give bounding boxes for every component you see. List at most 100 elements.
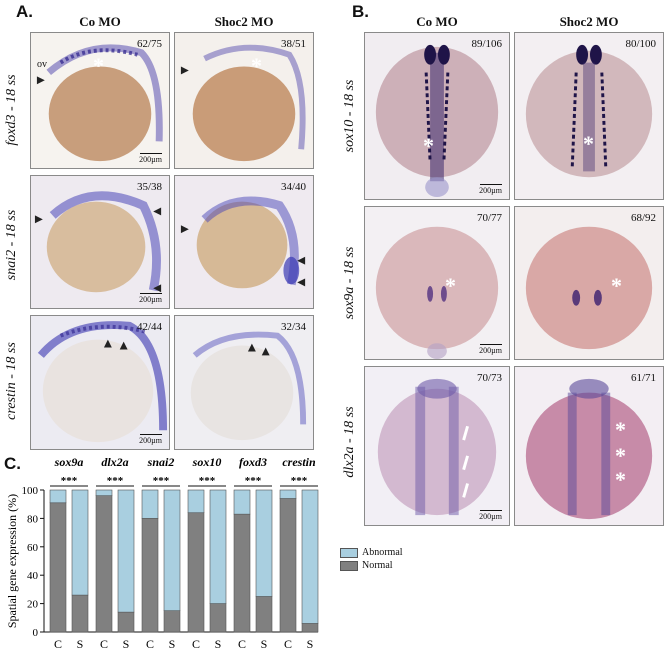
significance-mark: *** (199, 475, 216, 487)
image-snai2-co: 35/38 200µm (30, 175, 170, 309)
legend-swatch-normal (340, 560, 358, 571)
y-tick-label: 80 (27, 513, 39, 525)
bar-normal (71, 594, 89, 633)
legend-label-abnormal: Abnormal (362, 547, 403, 558)
image-foxd3-co: ov 62/75 * 200µm (30, 32, 170, 169)
significance-mark: *** (107, 475, 124, 487)
image-sox9a-co: 70/77 * 200µm (364, 206, 510, 360)
ratio-foxd3-shoc2: 38/51 (280, 38, 306, 50)
image-crestin-shoc2: 32/34 (174, 315, 314, 450)
bar-abnormal (279, 489, 297, 499)
bar-normal (255, 596, 273, 633)
significance-mark: *** (245, 475, 262, 487)
scale-bar: 200µm (479, 344, 502, 355)
panel-b-col-co: Co MO (416, 14, 458, 29)
y-tick-label: 60 (27, 542, 39, 554)
scale-bar: 200µm (139, 153, 162, 164)
image-dlx2a-shoc2: 61/71 * * * (514, 366, 664, 526)
bar-label: C (146, 637, 154, 651)
bar-abnormal (163, 489, 181, 611)
legend-swatch-abnormal (340, 547, 358, 558)
bar-abnormal (209, 489, 227, 604)
bar-label: S (77, 637, 84, 651)
ratio-sox10-co: 89/106 (471, 38, 502, 50)
bar-abnormal (301, 489, 319, 624)
bar-label: S (169, 637, 176, 651)
bar-abnormal (233, 489, 251, 515)
image-crestin-co: 42/44 200µm (30, 315, 170, 450)
scale-bar: 200µm (479, 510, 502, 521)
bar-normal (209, 603, 227, 633)
y-tick-label: 40 (27, 570, 39, 582)
group-label: sox9a (54, 456, 84, 469)
significance-mark: *** (153, 475, 170, 487)
ratio-sox9a-co: 70/77 (476, 212, 502, 224)
ratio-sox9a-shoc2: 68/92 (630, 212, 656, 224)
panel-b-row-label-dlx2a: dlx2a - 18 ss (342, 406, 357, 478)
bar-label: S (215, 637, 222, 651)
ratio-snai2-shoc2: 34/40 (280, 181, 306, 193)
group-label: sox10 (192, 456, 222, 469)
bar-abnormal (187, 489, 205, 514)
bar-normal (95, 495, 113, 633)
group-label: foxd3 (239, 456, 267, 469)
bar-label: C (100, 637, 108, 651)
group-label: snai2 (147, 456, 175, 469)
ratio-crestin-shoc2: 32/34 (280, 321, 306, 333)
asterisk-marker: * (251, 53, 262, 78)
bar-abnormal (49, 489, 67, 504)
y-tick-label: 0 (33, 627, 39, 639)
bar-normal (117, 611, 135, 633)
bar-label: S (307, 637, 314, 651)
significance-mark: *** (291, 475, 308, 487)
ratio-crestin-co: 42/44 (136, 321, 162, 333)
bar-abnormal (71, 489, 89, 596)
asterisk-marker: * (93, 53, 104, 78)
panel-a-row-label-crestin: crestin - 18 ss (4, 342, 19, 420)
panel-a-col-co: Co MO (79, 14, 121, 29)
bar-normal (279, 498, 297, 633)
asterisk-marker: * (445, 273, 456, 298)
ratio-snai2-co: 35/38 (136, 181, 162, 193)
bar-normal (301, 623, 319, 633)
panel-b-row-label-sox9a: sox9a - 18 ss (342, 246, 357, 320)
panel-b-letter: B. (352, 2, 369, 21)
panel-a-row-label-foxd3: foxd3 - 18 ss (4, 74, 19, 146)
y-axis-label: Spatial gene expression (%) (5, 494, 19, 628)
bar-abnormal (117, 489, 135, 613)
ratio-foxd3-co: 62/75 (136, 38, 162, 50)
bar-label: S (123, 637, 130, 651)
chart-legend: Abnormal Normal (340, 546, 403, 572)
bar-label: C (238, 637, 246, 651)
bar-normal (141, 518, 159, 633)
ov-label: ov (37, 59, 47, 70)
bar-label: C (284, 637, 292, 651)
panel-c-letter: C. (4, 454, 21, 473)
bar-normal (163, 610, 181, 633)
bar-normal (187, 512, 205, 633)
panel-b-col-shoc: Shoc2 MO (559, 14, 619, 29)
image-foxd3-shoc2: 38/51 * (174, 32, 314, 169)
bar-abnormal (141, 489, 159, 519)
ratio-dlx2a-shoc2: 61/71 (630, 372, 656, 384)
bar-label: C (54, 637, 62, 651)
scale-bar: 200µm (479, 184, 502, 195)
scale-bar: 200µm (139, 434, 162, 445)
panel-a-row-label-snai2: snai2 - 18 ss (4, 209, 19, 281)
legend-label-normal: Normal (362, 560, 393, 571)
asterisk-marker: * (615, 443, 626, 468)
bar-abnormal (255, 489, 273, 597)
bar-normal (49, 502, 67, 633)
panel-a-col-shoc: Shoc2 MO (214, 14, 274, 29)
panel-a-letter: A. (16, 2, 33, 21)
ratio-sox10-shoc2: 80/100 (625, 38, 656, 50)
asterisk-marker: * (615, 417, 626, 442)
panel-b-row-label-sox10: sox10 - 18 ss (342, 79, 357, 153)
bar-label: S (261, 637, 268, 651)
asterisk-marker: * (423, 133, 434, 158)
image-sox9a-shoc2: 68/92 * (514, 206, 664, 360)
scale-bar: 200µm (139, 293, 162, 304)
bar-normal (233, 513, 251, 633)
bar-label: C (192, 637, 200, 651)
